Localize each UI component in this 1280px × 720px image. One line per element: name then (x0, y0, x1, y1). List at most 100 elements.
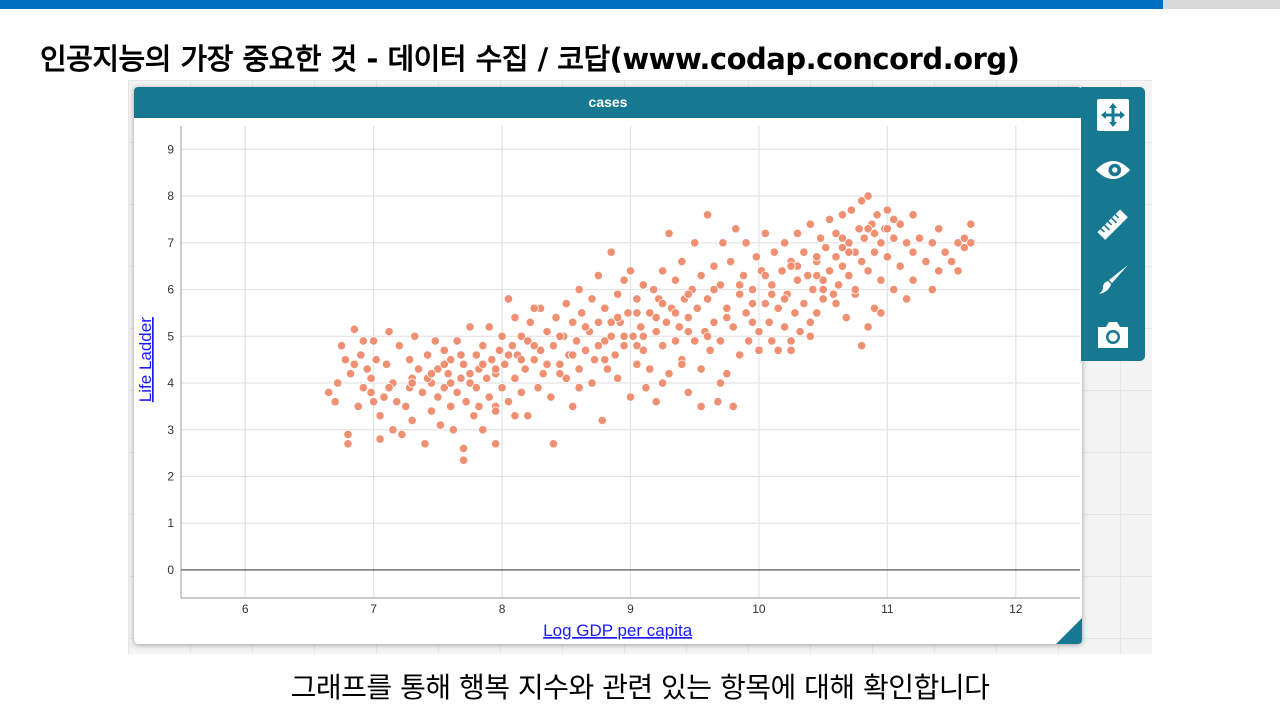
data-point (799, 247, 809, 257)
data-point (741, 308, 751, 318)
data-point (439, 359, 449, 369)
data-point (535, 345, 546, 355)
data-point (651, 313, 661, 323)
data-point (786, 345, 796, 355)
data-point (670, 336, 681, 346)
data-point (613, 373, 623, 383)
data-point (384, 327, 394, 337)
data-point (754, 345, 764, 355)
data-point (343, 429, 353, 440)
data-point (330, 397, 340, 407)
data-point (683, 387, 693, 397)
y-tick-label: 1 (167, 516, 174, 530)
data-point (889, 233, 899, 243)
data-point (606, 331, 616, 341)
data-point (818, 275, 828, 285)
y-tick-label: 4 (167, 376, 174, 390)
data-point (728, 401, 738, 411)
data-point (379, 392, 389, 402)
data-point (497, 331, 507, 341)
data-point (446, 355, 456, 365)
data-point (651, 327, 661, 337)
data-point (420, 439, 430, 449)
camera-icon[interactable] (1095, 317, 1131, 353)
data-point (869, 228, 880, 239)
y-axis-label[interactable]: Life Ladder (136, 317, 155, 402)
data-point (959, 242, 970, 253)
data-point (895, 261, 905, 271)
data-point (773, 303, 783, 313)
data-point (448, 425, 458, 435)
top-accent-bar (0, 0, 1163, 9)
data-point (747, 284, 758, 295)
data-point (533, 383, 543, 393)
data-point (953, 238, 963, 248)
data-point (741, 238, 751, 248)
data-point (664, 369, 674, 379)
data-point (471, 383, 481, 393)
data-point (542, 359, 552, 369)
data-point (587, 294, 597, 304)
y-tick-label: 6 (167, 283, 174, 297)
data-point (747, 298, 758, 309)
data-point (738, 270, 749, 281)
data-point (426, 406, 437, 416)
data-point (927, 238, 937, 248)
data-point (812, 270, 822, 281)
data-point (805, 331, 815, 341)
data-point (343, 439, 353, 449)
data-point (636, 322, 646, 332)
data-point (674, 322, 684, 332)
data-point (619, 331, 629, 341)
data-point (632, 359, 642, 369)
data-point (430, 336, 440, 346)
data-point (336, 341, 347, 351)
data-point (728, 322, 738, 332)
hide-show-icon[interactable] (1095, 152, 1131, 188)
data-point (619, 341, 629, 351)
data-point (529, 355, 539, 365)
data-point (551, 313, 561, 323)
data-point (876, 308, 886, 318)
data-point (645, 364, 655, 374)
data-point (375, 411, 385, 421)
data-point (726, 256, 736, 267)
data-point (610, 350, 620, 360)
data-point (792, 228, 803, 239)
data-point (959, 233, 970, 243)
graph-tile[interactable]: cases 6 7 8 9 10 11 12 0 1 2 3 4 5 6 7 8 9 Log GDP per ca… (134, 87, 1082, 644)
brush-style-icon[interactable] (1095, 262, 1131, 298)
data-point (458, 455, 469, 465)
data-point (349, 324, 359, 334)
rescale-icon[interactable] (1095, 97, 1131, 133)
data-point (760, 270, 770, 281)
x-tick-label: 7 (370, 602, 377, 616)
data-point (510, 313, 520, 323)
data-point (369, 336, 379, 346)
measure-ruler-icon[interactable] (1095, 207, 1131, 243)
data-point (474, 401, 484, 411)
data-point (934, 266, 944, 276)
data-point (658, 298, 668, 309)
data-point (966, 219, 976, 229)
data-point (824, 214, 835, 225)
data-point (577, 308, 587, 318)
x-axis-label[interactable]: Log GDP per capita (543, 621, 693, 640)
resize-handle[interactable] (1056, 618, 1082, 644)
data-point (484, 322, 494, 332)
data-point (606, 317, 616, 327)
y-tick-label: 3 (167, 423, 174, 437)
data-point (760, 228, 770, 239)
data-point (828, 289, 839, 299)
data-point (439, 383, 449, 393)
data-point (452, 336, 462, 346)
data-point (613, 313, 623, 323)
data-point (593, 341, 603, 351)
data-point (494, 345, 505, 355)
data-point (696, 364, 706, 374)
tile-title[interactable]: cases (134, 87, 1082, 118)
data-point (876, 238, 886, 248)
data-point (623, 308, 633, 318)
data-point (478, 359, 488, 369)
